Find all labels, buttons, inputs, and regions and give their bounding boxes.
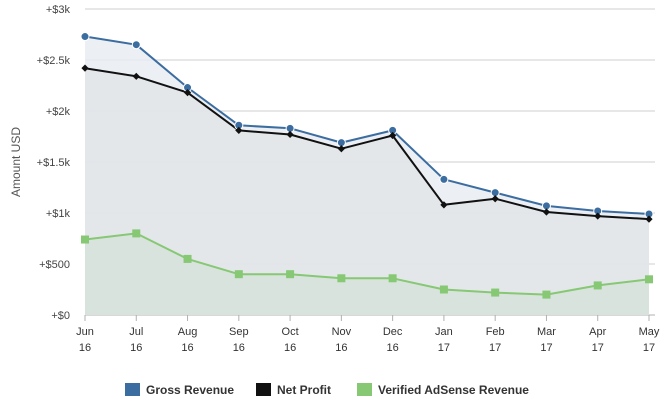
- x-tick-month: Feb: [486, 326, 505, 338]
- x-tick-month: Jun: [76, 326, 94, 338]
- gross-revenue-line: [84, 35, 650, 215]
- net-profit-point[interactable]: [286, 130, 294, 139]
- gross-revenue-point[interactable]: [80, 32, 90, 42]
- net-profit-point[interactable]: [235, 126, 243, 134]
- x-tick-month: Jul: [129, 326, 143, 338]
- verified-adsense-revenue-point[interactable]: [542, 290, 551, 299]
- legend-item[interactable]: Gross Revenue: [125, 383, 234, 397]
- verified-adsense-revenue-point[interactable]: [439, 285, 448, 294]
- y-axis-ticks: +$0 +$500 +$1k +$1.5k +$2k +$2.5k +$3k: [37, 4, 71, 322]
- x-tick-month: Dec: [383, 326, 403, 338]
- x-axis-ticks: Jun 16 Jul 16 Aug 16 Sep 16 Oct 16 Nov 16 Dec 16 Jan 17…: [76, 315, 660, 354]
- net-profit-point[interactable]: [389, 131, 397, 140]
- net-profit-point[interactable]: [132, 72, 140, 80]
- y-axis-title: Amount USD: [9, 127, 23, 197]
- verified-adsense-revenue-point[interactable]: [183, 254, 192, 263]
- y-tick-label: +$1k: [46, 208, 71, 220]
- gross-revenue-point[interactable]: [131, 40, 141, 50]
- verified-adsense-revenue-point[interactable]: [337, 274, 346, 283]
- net-profit-point[interactable]: [542, 208, 551, 216]
- net-profit-point[interactable]: [594, 212, 602, 220]
- verified-adsense-revenue-point[interactable]: [388, 274, 397, 283]
- series-markers: [80, 32, 654, 299]
- series-lines: [84, 35, 650, 296]
- x-tick-month: Apr: [589, 326, 606, 338]
- x-tick-year: 16: [335, 342, 347, 354]
- net-profit-point[interactable]: [440, 201, 448, 209]
- legend-item[interactable]: Net Profit: [256, 383, 331, 397]
- legend-label: Net Profit: [277, 383, 331, 397]
- legend-swatch: [125, 383, 140, 396]
- x-tick-year: 16: [233, 342, 245, 354]
- x-tick-year: 17: [643, 342, 655, 354]
- legend-label: Verified AdSense Revenue: [378, 383, 529, 397]
- x-tick-year: 17: [592, 342, 604, 354]
- net-profit-point[interactable]: [645, 215, 653, 223]
- net-profit-area: [85, 68, 649, 315]
- x-tick-month: Oct: [282, 326, 299, 338]
- x-tick-year: 16: [79, 342, 91, 354]
- x-tick-month: Nov: [332, 326, 352, 338]
- legend-label: Gross Revenue: [146, 383, 234, 397]
- y-tick-label: +$2.5k: [37, 55, 71, 67]
- x-tick-year: 16: [284, 342, 296, 354]
- x-tick-month: May: [639, 326, 660, 338]
- x-tick-year: 16: [181, 342, 193, 354]
- legend-swatch: [357, 383, 372, 396]
- verified-adsense-revenue-point[interactable]: [286, 270, 295, 279]
- x-tick-month: Sep: [229, 326, 249, 338]
- x-tick-month: Aug: [178, 326, 198, 338]
- x-tick-month: Mar: [537, 326, 556, 338]
- x-tick-year: 17: [540, 342, 552, 354]
- y-tick-label: +$2k: [46, 106, 71, 118]
- verified-adsense-revenue-point[interactable]: [645, 275, 653, 284]
- legend: Gross Revenue Net Profit Verified AdSense …: [125, 383, 529, 397]
- x-tick-year: 17: [438, 342, 450, 354]
- net-profit-line: [84, 67, 650, 221]
- y-tick-label: +$500: [39, 259, 70, 271]
- net-profit-point[interactable]: [491, 195, 499, 203]
- y-tick-label: +$1.5k: [37, 157, 71, 169]
- verified-adsense-revenue-point[interactable]: [132, 229, 141, 238]
- y-tick-label: +$3k: [46, 4, 71, 16]
- x-tick-year: 16: [130, 342, 142, 354]
- verified-adsense-revenue-point[interactable]: [234, 270, 243, 279]
- net-profit-point[interactable]: [337, 145, 345, 153]
- series-areas: [85, 36, 649, 315]
- x-tick-year: 16: [387, 342, 399, 354]
- verified-adsense-revenue-area: [85, 233, 649, 315]
- gross-revenue-point[interactable]: [439, 174, 449, 184]
- verified-adsense-revenue-point[interactable]: [593, 281, 602, 290]
- verified-adsense-revenue-point[interactable]: [81, 235, 89, 244]
- x-tick-year: 17: [489, 342, 501, 354]
- verified-adsense-revenue-line: [84, 232, 650, 296]
- net-profit-point[interactable]: [183, 89, 192, 97]
- legend-swatch: [256, 383, 271, 396]
- y-tick-label: +$0: [51, 310, 70, 322]
- x-tick-month: Jan: [435, 326, 453, 338]
- net-profit-point[interactable]: [81, 64, 89, 72]
- legend-item[interactable]: Verified AdSense Revenue: [357, 383, 529, 397]
- verified-adsense-revenue-point[interactable]: [491, 288, 500, 297]
